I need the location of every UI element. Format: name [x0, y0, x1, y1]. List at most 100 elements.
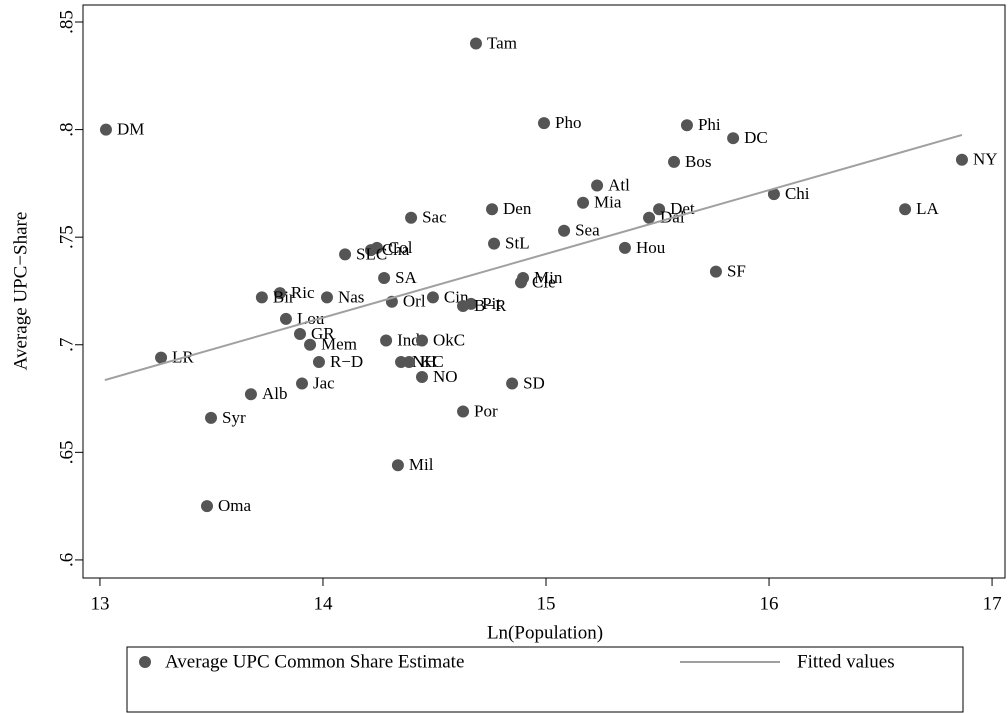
x-tick-label: 15	[537, 593, 556, 614]
point	[405, 211, 418, 224]
point-label: Mem	[321, 335, 357, 354]
point-label: Oma	[218, 496, 252, 515]
point	[364, 244, 377, 257]
point	[515, 276, 528, 289]
point-label: StL	[505, 234, 530, 253]
point	[558, 224, 571, 237]
point-label: Ind	[397, 330, 420, 349]
point-label: Jac	[313, 373, 335, 392]
point-label: LA	[916, 199, 939, 218]
point	[403, 355, 416, 368]
point-label: Sac	[422, 208, 447, 227]
point-label: DM	[117, 119, 144, 138]
point-label: Alb	[262, 384, 288, 403]
point-label: Bos	[685, 152, 711, 171]
point-label: SA	[395, 268, 417, 287]
plot-frame	[82, 4, 1006, 579]
point	[426, 291, 439, 304]
legend-marker	[139, 656, 151, 668]
point-label: Atl	[608, 175, 630, 194]
point-label: Por	[474, 401, 498, 420]
point	[312, 355, 325, 368]
y-tick-label: .85	[56, 10, 77, 34]
point	[591, 179, 604, 192]
point-label: Hou	[636, 238, 666, 257]
point-label: Nas	[338, 287, 364, 306]
point	[339, 248, 352, 261]
x-tick-label: 17	[983, 593, 1002, 614]
point	[416, 334, 429, 347]
point-label: Pho	[555, 113, 581, 132]
y-axis-title: Average UPC−Share	[10, 212, 31, 371]
point	[244, 388, 257, 401]
point-label: Cha	[382, 240, 410, 259]
point-label: Pit	[482, 294, 501, 313]
point	[709, 265, 722, 278]
point	[99, 123, 112, 136]
point-label: KC	[420, 352, 444, 371]
x-tick-label: 13	[90, 593, 109, 614]
point	[643, 211, 656, 224]
point-label: Den	[503, 199, 532, 218]
point-label: B−R	[474, 296, 507, 315]
point	[391, 459, 404, 472]
point	[488, 237, 501, 250]
point	[955, 153, 968, 166]
point-label: Phi	[698, 115, 721, 134]
point-label: Col	[388, 238, 413, 257]
point	[899, 203, 912, 216]
point	[727, 132, 740, 145]
y-tick-label: .6	[56, 553, 77, 567]
point	[279, 312, 292, 325]
point-label: Sea	[575, 221, 600, 240]
point	[205, 411, 218, 424]
point	[653, 203, 666, 216]
legend-box	[126, 646, 964, 713]
y-tick-label: .7	[56, 338, 77, 352]
y-tick-label: .75	[56, 225, 77, 249]
point-label: Cle	[532, 272, 556, 291]
point-label: Tam	[487, 33, 517, 52]
legend-label: Fitted values	[797, 651, 895, 672]
point	[273, 287, 286, 300]
point	[469, 37, 482, 50]
point-label: DC	[744, 128, 768, 147]
point	[296, 377, 309, 390]
x-axis-title: Ln(Population)	[487, 622, 603, 643]
point-label: NY	[973, 150, 998, 169]
point-label: SLC	[356, 244, 387, 263]
point	[486, 203, 499, 216]
point-label: R−D	[330, 352, 363, 371]
x-tick-label: 14	[313, 593, 333, 614]
point-label: Chi	[785, 184, 810, 203]
point-label: Mia	[594, 193, 622, 212]
point-label: Syr	[222, 408, 246, 427]
point	[457, 405, 470, 418]
point	[457, 300, 470, 313]
point-label: SF	[727, 262, 746, 281]
legend-label: Average UPC Common Share Estimate	[165, 651, 464, 672]
point	[668, 155, 681, 168]
point-label: Bir	[273, 287, 295, 306]
point	[155, 351, 168, 364]
point-label: Min	[534, 268, 563, 287]
y-tick-label: .8	[56, 122, 77, 136]
point-label: GR	[311, 324, 335, 343]
point	[618, 241, 631, 254]
point	[538, 117, 550, 130]
point	[294, 327, 307, 340]
point-label: NH	[412, 352, 437, 371]
point	[378, 272, 391, 285]
point-label: OkC	[433, 330, 465, 349]
fitted-line	[104, 134, 963, 382]
y-tick-label: .65	[56, 440, 77, 464]
point	[506, 377, 519, 390]
point	[201, 500, 214, 513]
point-label: NO	[433, 367, 458, 386]
point	[320, 291, 333, 304]
point-label: Mil	[409, 455, 434, 474]
point-label: SD	[523, 373, 545, 392]
point	[577, 196, 590, 209]
point	[255, 291, 268, 304]
